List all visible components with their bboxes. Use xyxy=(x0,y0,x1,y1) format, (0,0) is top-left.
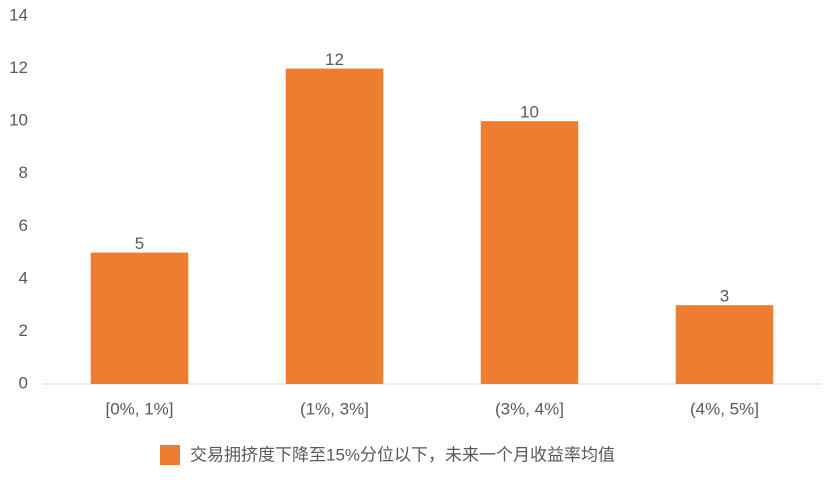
data-label: 5 xyxy=(135,234,144,253)
x-tick-label: (4%, 5%] xyxy=(690,399,759,418)
bar xyxy=(90,252,189,384)
x-tick-label: (3%, 4%] xyxy=(495,399,564,418)
y-tick-label: 4 xyxy=(19,268,28,287)
y-tick-label: 10 xyxy=(9,111,28,130)
y-tick-label: 0 xyxy=(19,373,28,392)
legend-label: 交易拥挤度下降至15%分位以下，未来一个月收益率均值 xyxy=(190,445,615,464)
bar xyxy=(285,68,384,385)
legend-swatch xyxy=(160,445,180,465)
data-label: 10 xyxy=(520,103,539,122)
data-label: 12 xyxy=(325,50,344,69)
y-tick-label: 12 xyxy=(9,58,28,77)
y-tick-label: 6 xyxy=(19,216,28,235)
y-tick-label: 14 xyxy=(9,5,28,24)
y-tick-label: 2 xyxy=(19,321,28,340)
bar xyxy=(480,121,579,385)
x-tick-label: (1%, 3%] xyxy=(300,399,369,418)
y-tick-label: 8 xyxy=(19,163,28,182)
bar xyxy=(675,305,774,384)
data-label: 3 xyxy=(720,287,729,306)
x-tick-label: [0%, 1%] xyxy=(105,399,173,418)
